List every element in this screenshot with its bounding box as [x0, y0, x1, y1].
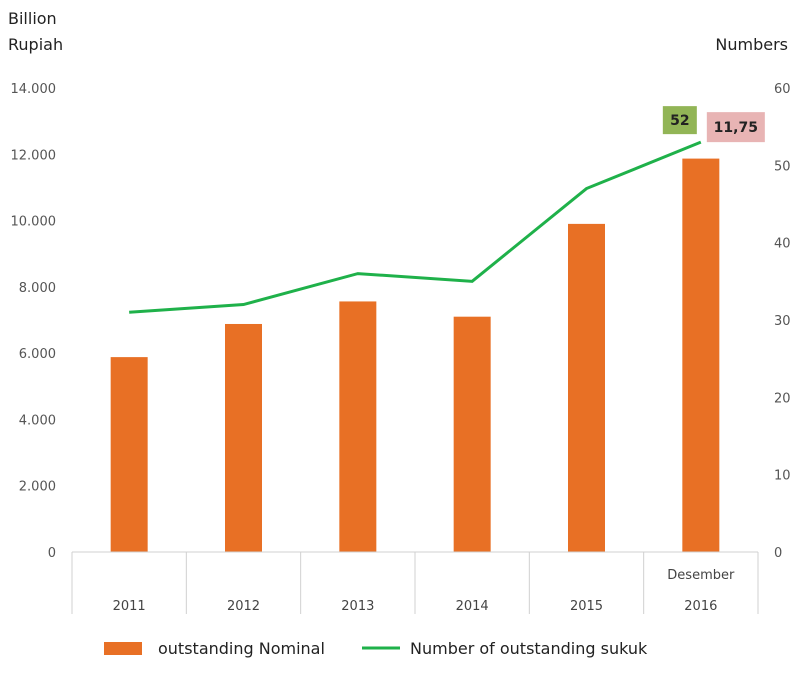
category-axis: 2011 2012 2013 2014 2015 Desember 2016 [71, 551, 759, 614]
right-tick-label: 40 [774, 237, 791, 252]
left-tick-label: 4.000 [19, 413, 56, 428]
right-tick-label: 20 [774, 391, 791, 406]
left-axis-title-line1: Billion [8, 9, 57, 28]
right-tick-label: 0 [774, 546, 782, 561]
left-tick-label: 2.000 [19, 480, 56, 495]
bar-2014 [453, 316, 491, 552]
legend-line-label: Number of outstanding sukuk [410, 639, 648, 658]
right-tick-label: 60 [774, 82, 791, 97]
category-label: 2013 [341, 599, 374, 614]
bar-2013 [339, 301, 377, 552]
legend-bar-label: outstanding Nominal [158, 639, 325, 658]
bar-2012 [225, 323, 262, 552]
category-label: 2014 [456, 599, 489, 614]
legend: outstanding Nominal Number of outstandin… [104, 639, 648, 658]
callout-bar-value: 11,75 [714, 120, 758, 136]
left-tick-label: 12.000 [11, 148, 57, 163]
callouts: 52 11,75 [662, 106, 765, 143]
bar-series [110, 158, 720, 552]
category-label: 2015 [570, 599, 603, 614]
left-tick-label: 6.000 [19, 347, 56, 362]
legend-bar-swatch [104, 642, 142, 655]
left-axis-title-line2: Rupiah [8, 35, 63, 54]
left-axis-ticks: 0 2.000 4.000 6.000 8.000 10.000 12.000 14.000 [11, 82, 57, 561]
bar-2015 [568, 223, 605, 552]
category-label: 2011 [113, 599, 146, 614]
left-tick-label: 0 [48, 546, 56, 561]
right-axis-title: Numbers [715, 35, 788, 54]
left-tick-label: 10.000 [11, 215, 57, 230]
line-series-sukuk [129, 140, 702, 314]
bar-2011 [110, 357, 148, 552]
category-sublabel: Desember [667, 568, 735, 583]
bar-2016 [682, 158, 720, 552]
left-tick-label: 14.000 [11, 82, 57, 97]
right-tick-label: 50 [774, 159, 791, 174]
right-axis-ticks: 0 10 20 30 40 50 60 [774, 82, 791, 561]
right-tick-label: 30 [774, 314, 791, 329]
callout-bar-box [706, 112, 765, 143]
right-tick-label: 10 [774, 469, 791, 484]
callout-line-box [662, 106, 697, 135]
callout-line-value: 52 [670, 113, 689, 129]
category-label: 2012 [227, 599, 260, 614]
left-tick-label: 8.000 [19, 281, 56, 296]
category-label: 2016 [684, 599, 717, 614]
